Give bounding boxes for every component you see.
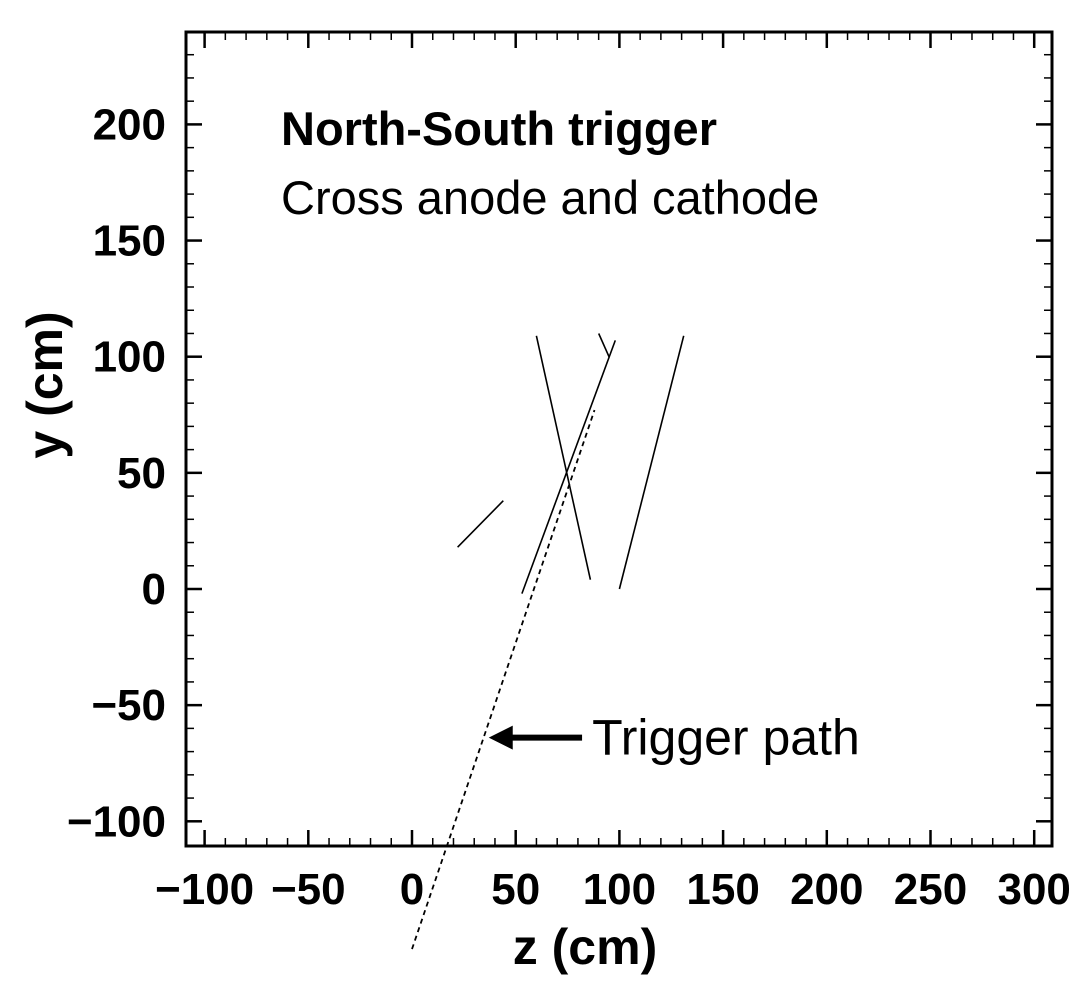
trigger-path-arrowhead [488,725,513,750]
y-tick-label: 150 [93,217,166,266]
y-axis-title: y (cm) [17,311,73,458]
y-tick-labels: −100 −50 0 50 100 150 200 [67,100,166,846]
trigger-path-label: Trigger path [592,710,860,766]
track-segment-1 [457,500,504,548]
track-segment-5 [618,335,685,590]
major-ticks [186,32,1052,846]
track-segment-3 [521,340,617,594]
y-tick-label: 50 [117,449,166,498]
series-group [411,333,685,950]
x-tick-label: 0 [400,865,424,914]
x-tick-label: −100 [155,865,254,914]
track-segment-2 [535,335,592,580]
x-tick-label: 100 [583,865,656,914]
annotation-group: Trigger path [488,710,860,766]
chart-title: North-South trigger [281,102,717,155]
x-tick-label: 200 [790,865,863,914]
x-tick-label: 50 [491,865,540,914]
x-axis-title: z (cm) [513,919,657,975]
x-tick-labels: −100 −50 0 50 100 150 200 250 300 [155,865,1071,914]
trigger-path-line [411,409,596,950]
y-tick-label: −100 [67,797,166,846]
y-tick-label: 200 [93,100,166,149]
x-tick-label: 300 [997,865,1070,914]
track-segment-4 [597,333,610,358]
y-tick-label: 0 [142,565,166,614]
x-tick-label: 150 [686,865,759,914]
chart-subtitle: Cross anode and cathode [281,171,819,224]
y-tick-label: 100 [93,333,166,382]
x-tick-label: 250 [894,865,967,914]
y-tick-label: −50 [91,681,166,730]
x-tick-label: −50 [271,865,346,914]
